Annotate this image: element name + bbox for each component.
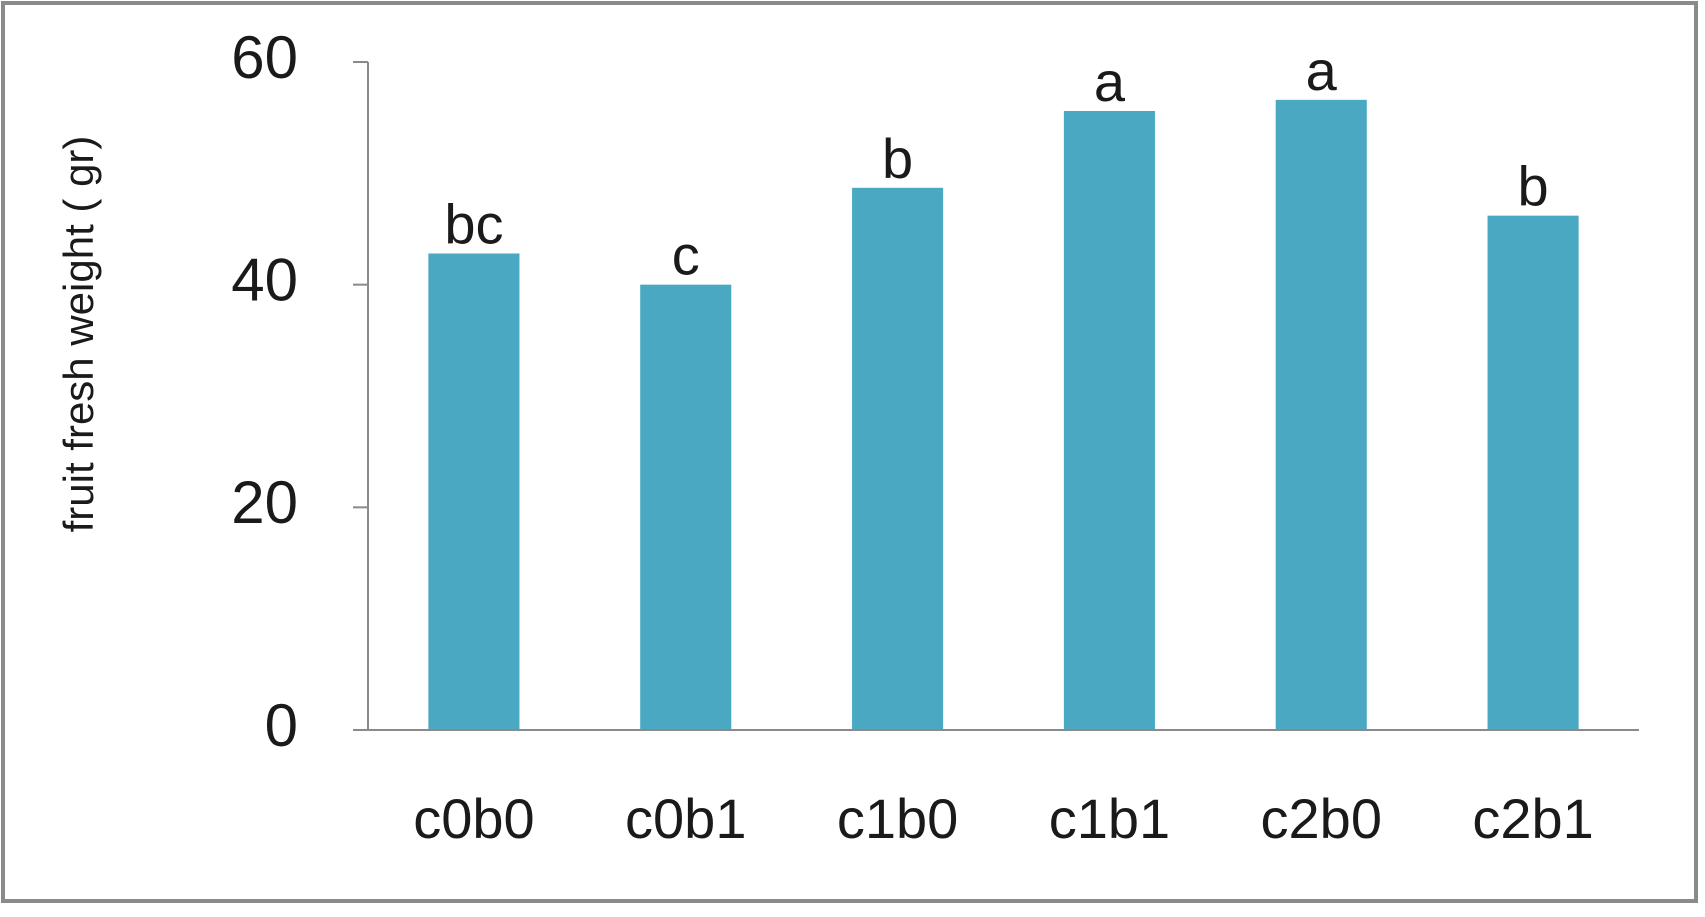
y-tick-label: 40 (231, 247, 298, 314)
bar (1487, 215, 1579, 730)
x-tick-label: c1b1 (1049, 787, 1170, 850)
annotation: b (1518, 155, 1549, 218)
y-tick-label: 20 (231, 469, 298, 536)
bar (1275, 99, 1367, 730)
bar (428, 253, 520, 730)
annotation: a (1306, 39, 1338, 102)
annotation: bc (444, 192, 503, 255)
x-tick-label: c0b1 (625, 787, 746, 850)
bar (1063, 110, 1155, 730)
chart-frame (1, 1, 1698, 903)
y-tick-label: 60 (231, 24, 298, 91)
x-tick-label: c2b0 (1261, 787, 1382, 850)
annotation: c (672, 224, 700, 287)
annotation: a (1094, 50, 1126, 113)
x-tick-label: c0b0 (413, 787, 534, 850)
y-tick-label: 0 (265, 692, 298, 759)
bar (640, 284, 732, 730)
y-axis-label: fruit fresh weight ( gr) (55, 136, 102, 533)
bar (852, 187, 944, 731)
x-tick-label: c2b1 (1472, 787, 1593, 850)
x-tick-label: c1b0 (837, 787, 958, 850)
annotation: b (882, 127, 913, 190)
